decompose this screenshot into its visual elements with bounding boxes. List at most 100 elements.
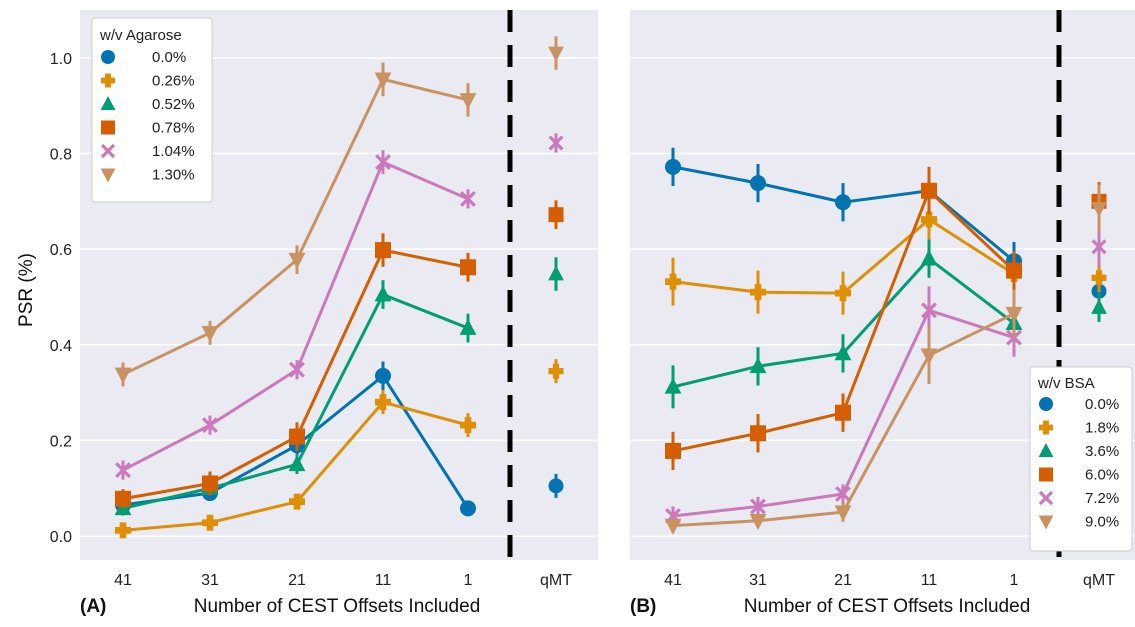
legend-a: w/v Agarose 0.0% 0.26% 0.52% 0.78% 1.04% 1.30… xyxy=(91,17,213,203)
x-tick-label-b: 1 xyxy=(1010,572,1019,589)
data-point xyxy=(664,377,682,394)
data-point xyxy=(202,417,218,434)
data-point xyxy=(288,252,306,269)
data-point xyxy=(835,404,851,421)
x-tick-label-a: 1 xyxy=(464,572,473,589)
legend-marker xyxy=(1039,420,1053,435)
data-point xyxy=(459,93,477,110)
legend-item: 0.0% xyxy=(101,49,186,66)
data-point xyxy=(375,242,391,259)
data-point xyxy=(201,326,219,343)
legend-item: 0.52% xyxy=(100,95,195,113)
data-point xyxy=(750,425,766,442)
legend-item: 0.26% xyxy=(101,73,195,90)
legend-item: 1.30% xyxy=(100,167,195,184)
x-ticks-b: 41 31 21 11 1 qMT xyxy=(664,572,1115,589)
legend-label: 3.6% xyxy=(1085,443,1119,460)
data-point xyxy=(375,394,391,411)
legend-title-b: w/v BSA xyxy=(1037,375,1095,392)
series-b-5 xyxy=(664,184,1107,535)
legend-label: 1.30% xyxy=(152,167,195,184)
data-point xyxy=(115,490,131,507)
legend-items-a: 0.0% 0.26% 0.52% 0.78% 1.04% 1.30% xyxy=(100,49,195,184)
y-tick-label-a: 0.0 xyxy=(50,529,72,546)
qmt-point xyxy=(548,363,564,379)
legend-marker xyxy=(1038,515,1054,530)
legend-items-b: 0.0% 1.8% 3.6% 6.0% 7.2% 9.0% xyxy=(1038,396,1119,531)
legend-item: 3.6% xyxy=(1038,442,1119,460)
legend-marker xyxy=(1039,467,1053,482)
legend-label: 1.8% xyxy=(1085,420,1119,437)
y-tick-label-a: 0.6 xyxy=(50,242,72,259)
panel-b: 41 31 21 11 1 qMT (B) Number of CEST Offsets … xyxy=(630,10,1135,617)
legend-item: 9.0% xyxy=(1038,514,1119,531)
data-point xyxy=(202,514,218,531)
data-point xyxy=(665,442,681,459)
data-point xyxy=(115,462,131,479)
series-a-3 xyxy=(115,200,564,509)
qmt-point xyxy=(1091,239,1107,255)
legend-label: 0.26% xyxy=(152,73,195,90)
data-point xyxy=(202,475,218,492)
series-b-4 xyxy=(665,227,1107,526)
series-a xyxy=(114,36,564,539)
series-b xyxy=(664,147,1107,535)
data-point xyxy=(1006,262,1022,279)
x-tick-label-b: qMT xyxy=(1083,572,1115,589)
data-point xyxy=(834,344,852,361)
x-tick-label-a: 21 xyxy=(288,572,306,589)
data-point xyxy=(921,182,937,199)
series-b-1 xyxy=(665,195,1107,315)
data-point xyxy=(750,175,766,192)
data-point xyxy=(920,249,938,266)
data-point xyxy=(460,259,476,276)
data-point xyxy=(749,357,767,374)
legend-item: 0.78% xyxy=(101,120,195,137)
legend-item: 1.8% xyxy=(1039,420,1119,437)
data-point xyxy=(835,486,851,502)
legend-label: 7.2% xyxy=(1085,490,1119,507)
y-axis-label: PSR (%) xyxy=(16,253,37,327)
data-point xyxy=(459,318,477,335)
data-point xyxy=(664,518,682,535)
legend-marker xyxy=(101,73,115,88)
legend-item: 7.2% xyxy=(1038,490,1119,507)
qmt-point xyxy=(1091,202,1107,218)
qmt-point xyxy=(1091,270,1107,286)
legend-marker xyxy=(100,143,116,159)
panel-a: 0.00.20.40.60.81.0 41 31 21 11 1 qMT (A) Numb… xyxy=(50,10,598,617)
legend-item: 6.0% xyxy=(1039,467,1119,484)
legend-label: 6.0% xyxy=(1085,467,1119,484)
legend-marker xyxy=(1038,442,1054,457)
data-point xyxy=(749,513,767,530)
qmt-point xyxy=(1091,298,1107,314)
legend-marker xyxy=(1039,397,1053,411)
qmt-point xyxy=(548,207,564,223)
legend-item: 1.04% xyxy=(100,143,195,160)
legend-label: 0.0% xyxy=(1085,396,1119,413)
data-point xyxy=(834,505,852,522)
legend-marker xyxy=(100,168,116,183)
series-a-4 xyxy=(115,133,564,480)
data-point xyxy=(750,498,766,515)
legend-label: 9.0% xyxy=(1085,514,1119,531)
data-point xyxy=(921,302,937,319)
legend-box-b xyxy=(1029,366,1133,552)
data-point xyxy=(835,194,851,211)
series-a-5 xyxy=(114,36,564,387)
data-point xyxy=(665,158,681,175)
data-point xyxy=(920,348,938,365)
x-tick-label-a: 31 xyxy=(201,572,219,589)
legend-label: 0.78% xyxy=(152,120,195,137)
qmt-point xyxy=(548,265,564,281)
y-tick-label-a: 1.0 xyxy=(50,51,72,68)
data-point xyxy=(289,428,305,445)
data-point xyxy=(114,367,132,384)
data-point xyxy=(289,361,305,378)
x-ticks-a: 41 31 21 11 1 qMT xyxy=(114,572,572,589)
x-tick-label-a: qMT xyxy=(540,572,572,589)
data-point xyxy=(750,284,766,301)
data-point xyxy=(1005,306,1023,323)
data-point xyxy=(115,522,131,539)
